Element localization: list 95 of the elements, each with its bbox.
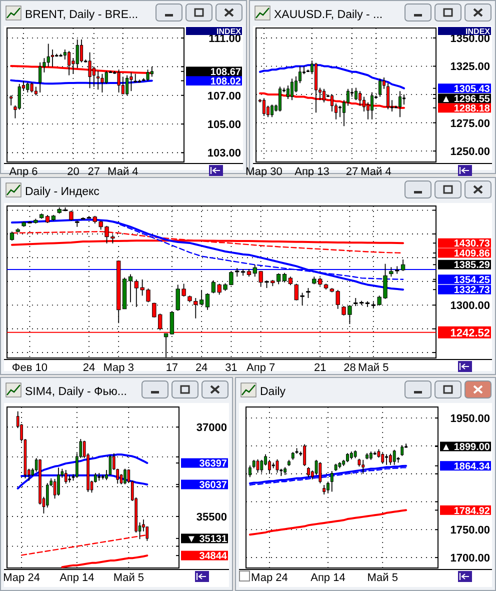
candlestick [64, 470, 68, 484]
x-tick-label: Май 4 [108, 166, 138, 178]
y-tick-label: 103.00 [207, 148, 241, 160]
x-tick-label: Мар 30 [246, 166, 282, 178]
y-tick-label: 1750.00 [450, 524, 490, 537]
x-tick-label: Апр 14 [60, 572, 94, 584]
x-tick-label: 17 [166, 362, 178, 374]
y-tick-label: 1288.18 [454, 103, 490, 114]
y-tick-label: 1250.00 [450, 146, 490, 158]
y-tick-label: 1300.00 [450, 300, 490, 312]
y-tick-label: 36397 [199, 458, 228, 470]
x-tick-label: Апр 7 [246, 362, 276, 374]
y-tick-label: 35500 [196, 511, 227, 524]
y-tick-label: 1332.73 [454, 285, 490, 296]
chart-title: Daily - Индекс [25, 186, 100, 198]
candlestick [294, 76, 298, 93]
y-tick-label: 108.67 [210, 67, 242, 78]
candlestick [326, 481, 330, 494]
x-tick-label: Мар 24 [251, 572, 288, 584]
text: INDEX [466, 27, 491, 36]
x-tick-label: 31 [225, 362, 238, 374]
chart-title: Daily [260, 386, 286, 398]
candlestick [26, 82, 30, 93]
candlestick [270, 104, 274, 118]
x-tick-label: 21 [314, 362, 326, 374]
candlestick [256, 458, 260, 474]
candlestick [388, 453, 392, 466]
candlestick [100, 73, 104, 93]
x-tick-label: Май 5 [367, 572, 398, 584]
y-tick-label: 1700.00 [450, 552, 490, 565]
candlestick [10, 231, 14, 242]
y-tick-label: 1354.25 [454, 274, 490, 286]
y-tick-label: 1409.86 [454, 248, 490, 260]
line-series [248, 509, 408, 536]
candlestick [330, 470, 334, 492]
y-tick-label: 36037 [199, 480, 228, 492]
y-tick-label: ▼ 35131 [186, 534, 228, 546]
y-tick-label: 1784.92 [454, 506, 490, 517]
candlestick [306, 288, 310, 298]
candlestick [205, 292, 210, 310]
chart-title: BRENT, Daily - BRE... [25, 9, 138, 21]
x-tick-label: Мар 24 [3, 572, 40, 584]
candlestick [124, 468, 126, 485]
y-tick-label: 1950.00 [450, 413, 490, 425]
y-tick-label: 1325.00 [450, 61, 490, 74]
x-tick-label: 24 [195, 362, 208, 374]
y-tick-label: 1864.34 [454, 461, 490, 472]
candlestick [322, 484, 326, 495]
candlestick [392, 449, 396, 466]
candlestick [264, 454, 268, 466]
candlestick [46, 482, 49, 508]
y-tick-label: 107.00 [207, 90, 241, 102]
candlestick [278, 86, 282, 112]
y-tick-label: 108.02 [210, 76, 242, 88]
y-tick-label: 34844 [199, 551, 228, 562]
y-tick-label: 1305.43 [454, 84, 490, 95]
candlestick [290, 78, 294, 101]
x-tick-label: Апр 6 [9, 166, 38, 178]
x-tick-label: Апр 13 [294, 166, 330, 178]
x-tick-label: 27 [88, 166, 100, 178]
y-tick-label: ▲ 1296.55 [441, 94, 490, 105]
candlestick [354, 87, 358, 101]
x-tick-label: 28 [344, 362, 356, 374]
candlestick [385, 454, 388, 466]
ref-line-label: 1242.52 [450, 327, 490, 340]
x-tick-label: 20 [67, 166, 80, 178]
candlestick [46, 43, 50, 68]
y-tick-label: 1385.29 [454, 260, 490, 272]
x-tick-label: Фев 10 [12, 362, 48, 374]
chart-title: SIM4, Daily - Фью... [25, 386, 127, 398]
x-tick-label: 24 [82, 362, 96, 374]
y-tick-label: 1275.00 [450, 118, 490, 130]
candlestick [146, 69, 150, 82]
candlestick [38, 62, 42, 93]
candlestick [338, 105, 342, 118]
x-tick-label: Апр 14 [310, 572, 346, 584]
candlestick [30, 82, 34, 93]
x-tick-label: 27 [346, 166, 358, 178]
line-series [16, 453, 148, 490]
candlestick [104, 70, 108, 84]
candlestick [80, 39, 84, 63]
candlestick [75, 220, 80, 228]
x-tick-label: Май 5 [113, 572, 144, 584]
y-tick-label: 1430.73 [454, 238, 490, 250]
x-tick-label: Май 5 [358, 362, 389, 374]
text: INDEX [216, 27, 242, 36]
y-tick-label: 105.00 [207, 119, 241, 132]
y-tick-label: ▲ 1899.00 [441, 442, 490, 454]
x-tick-label: Мар 3 [103, 362, 134, 374]
y-tick-label: 37000 [196, 422, 227, 434]
line-series [61, 554, 148, 568]
chart-title: XAUUSD.F, Daily - ... [274, 9, 383, 21]
candlestick [276, 458, 279, 474]
x-tick-label: Май 4 [360, 166, 392, 178]
candlestick [57, 467, 60, 496]
